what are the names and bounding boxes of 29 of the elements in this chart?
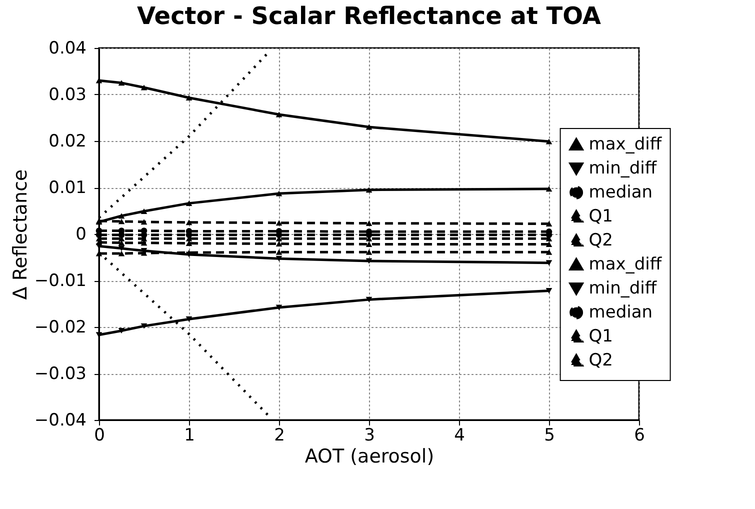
- y-tick-label: 0.01: [48, 178, 86, 198]
- x-tick-label: 6: [634, 426, 645, 446]
- y-tick-label: −0.02: [34, 318, 86, 338]
- x-axis-title: AOT (aerosol): [304, 446, 434, 468]
- x-tick-label: 3: [364, 426, 375, 446]
- legend-label: Q2: [588, 230, 614, 250]
- x-tick-label: 5: [544, 426, 555, 446]
- legend-label: median: [588, 302, 653, 322]
- legend-label: max_diff: [588, 134, 663, 154]
- y-tick-label: −0.03: [34, 364, 86, 384]
- legend-label: Q2: [588, 350, 614, 370]
- legend-label: min_diff: [588, 278, 658, 298]
- legend-label: max_diff: [588, 254, 663, 274]
- x-tick-label: 0: [94, 426, 105, 446]
- y-tick-label: −0.01: [34, 271, 86, 291]
- legend-label: min_diff: [588, 158, 658, 178]
- y-tick-label: 0.02: [48, 132, 86, 152]
- chart-title: Vector - Scalar Reflectance at TOA: [137, 2, 602, 30]
- legend-label: Q1: [588, 206, 614, 226]
- x-tick-label: 2: [274, 426, 285, 446]
- legend-label: median: [588, 182, 653, 202]
- y-tick-label: 0.04: [48, 38, 86, 58]
- x-tick-label: 1: [184, 426, 195, 446]
- y-tick-label: 0: [76, 224, 86, 244]
- y-axis-title: Δ Reflectance: [9, 169, 32, 300]
- y-tick-label: −0.04: [34, 410, 86, 430]
- legend-label: Q1: [588, 326, 614, 346]
- x-tick-label: 4: [454, 426, 465, 446]
- y-tick-label: 0.03: [48, 85, 86, 105]
